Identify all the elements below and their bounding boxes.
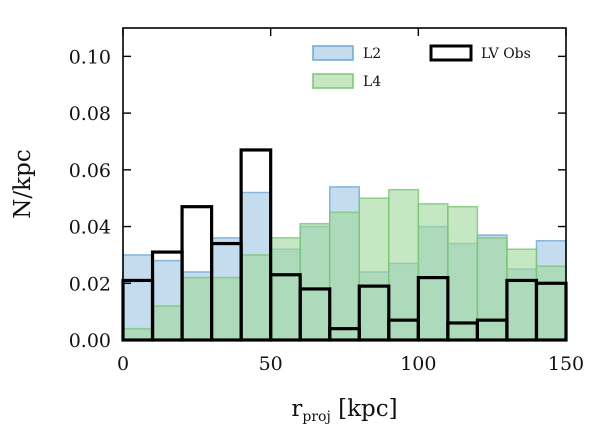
legend: L2 L4 LV Obs bbox=[312, 44, 531, 90]
l4-bar-2 bbox=[181, 276, 213, 341]
y-tick-label-5: 0.10 bbox=[69, 46, 111, 68]
legend-label-l2: L2 bbox=[363, 46, 381, 62]
l4-bar-13 bbox=[506, 248, 538, 341]
l4-bar-11 bbox=[447, 205, 479, 341]
x-axis-label-main: r bbox=[291, 396, 302, 422]
x-tick-label-1: 50 bbox=[259, 353, 283, 375]
x-axis-label-subscript: proj bbox=[302, 409, 330, 425]
x-axis-label: rproj [kpc] bbox=[291, 396, 397, 425]
l4-bar-4 bbox=[240, 254, 272, 341]
y-tick-label-2: 0.04 bbox=[69, 217, 111, 239]
l4-bar-8 bbox=[358, 197, 390, 341]
legend-swatch-l4 bbox=[312, 73, 354, 89]
l4-bar-0 bbox=[122, 327, 154, 341]
l4-bar-9 bbox=[388, 188, 420, 341]
legend-swatch-lv-obs bbox=[429, 44, 473, 62]
l4-bar-7 bbox=[328, 211, 361, 341]
y-tick-label-1: 0.02 bbox=[69, 273, 111, 295]
x-axis-label-unit: [kpc] bbox=[331, 396, 398, 422]
l4-bar-5 bbox=[269, 237, 301, 341]
l4-bar-3 bbox=[210, 276, 242, 341]
l4-bar-12 bbox=[476, 237, 508, 341]
y-tick-label-4: 0.08 bbox=[69, 103, 111, 125]
l4-bar-6 bbox=[299, 222, 331, 341]
y-tick-label-3: 0.06 bbox=[69, 160, 111, 182]
bars-layer bbox=[122, 186, 567, 341]
y-axis-label: N/kpc bbox=[10, 149, 36, 218]
l4-bar-10 bbox=[417, 203, 449, 341]
legend-label-lv-obs: LV Obs bbox=[481, 46, 531, 62]
legend-swatch-l2 bbox=[312, 45, 354, 61]
x-tick-label-2: 100 bbox=[400, 353, 436, 375]
legend-label-l4: L4 bbox=[363, 74, 381, 90]
plot-frame bbox=[122, 27, 567, 341]
x-tick-label-3: 150 bbox=[548, 353, 584, 375]
l2-bar-0 bbox=[122, 254, 154, 341]
ticks-layer: 0 50 100 150 0.00 0.02 0.04 0.06 0.08 0.10 bbox=[69, 28, 584, 375]
l4-bar-1 bbox=[151, 305, 183, 341]
l4-bar-14 bbox=[535, 265, 567, 341]
y-tick-label-0: 0.00 bbox=[69, 330, 111, 352]
x-tick-label-0: 0 bbox=[117, 353, 129, 375]
